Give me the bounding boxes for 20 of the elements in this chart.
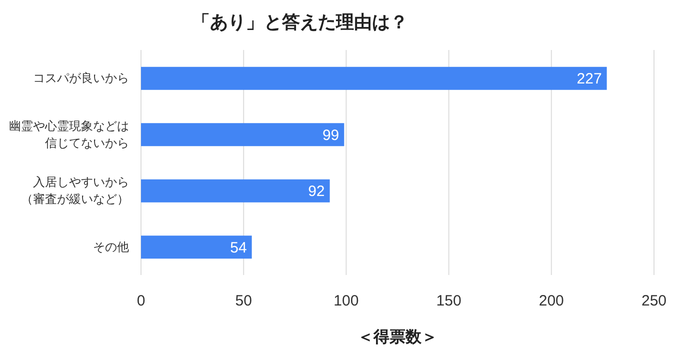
x-tick-label: 250 xyxy=(641,292,667,310)
x-tick-label: 200 xyxy=(538,292,564,310)
y-tick-label: コスパが良いから xyxy=(33,71,129,86)
x-axis-title: ＜得票数＞ xyxy=(358,327,438,346)
data-label: 99 xyxy=(322,126,340,144)
bar xyxy=(141,179,330,202)
chart-title: 「あり」と答えた理由は？ xyxy=(191,11,409,34)
data-label: 227 xyxy=(576,70,602,88)
x-tick-label: 100 xyxy=(334,292,359,310)
bar xyxy=(141,123,344,146)
x-tick-label: 150 xyxy=(436,292,462,310)
data-label: 54 xyxy=(230,239,247,256)
data-label: 92 xyxy=(308,183,325,200)
bar xyxy=(141,236,252,259)
x-tick-label: 0 xyxy=(136,292,146,310)
y-tick-label: 幽霊や心霊現象などは信じてないから xyxy=(9,118,129,150)
bar xyxy=(141,66,607,90)
y-tick-label: その他 xyxy=(93,240,129,254)
y-tick-label: 入居しやすいから（審査が緩いなど） xyxy=(21,175,129,206)
x-tick-label: 50 xyxy=(235,292,252,310)
